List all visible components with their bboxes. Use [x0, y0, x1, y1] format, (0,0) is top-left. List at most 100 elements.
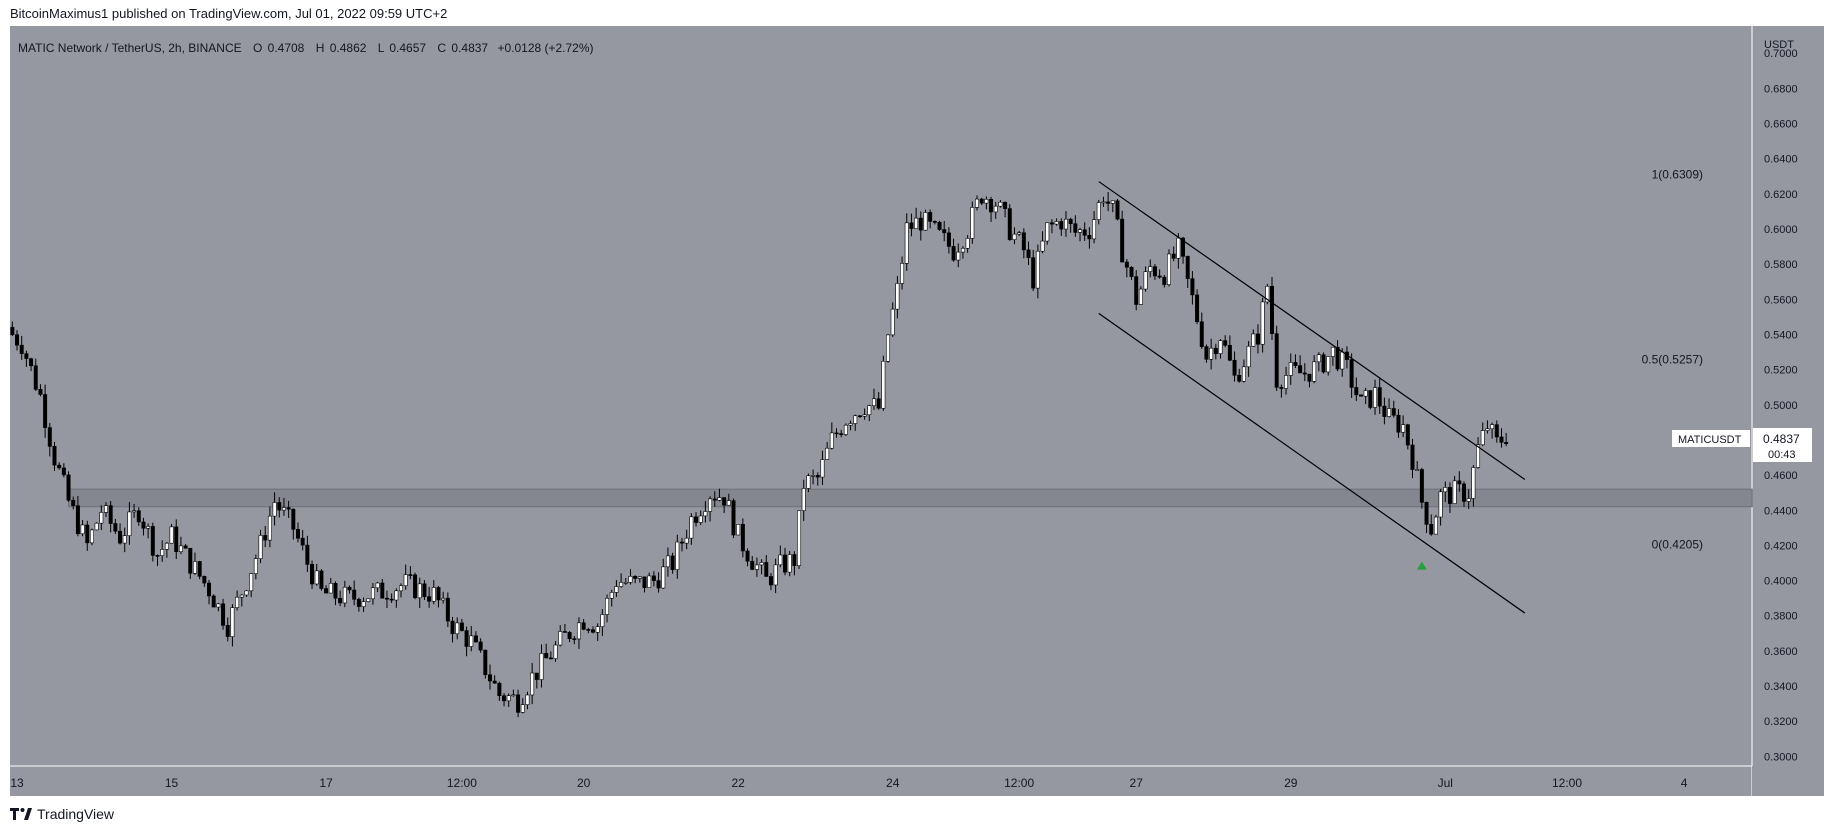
candle-body [1288, 362, 1293, 376]
candle-body [99, 512, 104, 524]
price-tick-label: 0.3600 [1764, 646, 1798, 658]
candle-body [600, 614, 605, 627]
plot-area[interactable] [10, 26, 1752, 796]
price-axis-panel[interactable] [1752, 26, 1824, 796]
candles-layer [10, 191, 1509, 718]
candle-body [1321, 354, 1326, 373]
footer-brand[interactable]: TradingView [10, 806, 114, 822]
support-zone [68, 488, 1753, 508]
candle-body [1330, 346, 1335, 357]
candle-body [66, 474, 71, 501]
candle-body [1101, 201, 1106, 204]
candle-body [33, 365, 38, 390]
candle-body [914, 217, 919, 229]
candle-body [235, 596, 240, 608]
price-badge-countdown: 00:43 [1768, 449, 1796, 461]
candle-body [1017, 232, 1022, 235]
candle-body [1073, 223, 1078, 233]
candle-body [1045, 222, 1050, 242]
candle-body [188, 547, 193, 574]
candle-body [1092, 219, 1097, 240]
price-tick-label: 0.6400 [1764, 154, 1798, 166]
candle-body [122, 535, 127, 544]
candle-body [1106, 201, 1111, 204]
candle-body [698, 515, 703, 523]
candle-body [984, 199, 989, 204]
candle-body [572, 638, 577, 640]
candle-body [623, 582, 628, 584]
candle-body [1190, 278, 1195, 296]
candle-body [1115, 200, 1120, 220]
candle-body [347, 586, 352, 591]
candle-body [544, 653, 549, 659]
candle-body [1443, 487, 1448, 493]
candle-body [1199, 321, 1204, 347]
time-tick-label: 15 [165, 776, 179, 790]
candle-body [338, 597, 343, 604]
candle-body [319, 570, 324, 589]
candle-body [506, 695, 511, 702]
candle-body [1340, 351, 1345, 370]
candle-body [1129, 266, 1134, 277]
candle-body [1003, 201, 1008, 209]
candle-body [1096, 202, 1101, 220]
candle-body [258, 535, 263, 559]
candle-body [1316, 354, 1321, 363]
candle-body [1181, 237, 1186, 257]
price-tick-label: 0.6600 [1764, 119, 1798, 131]
candle-body [389, 598, 394, 601]
candle-body [1279, 386, 1284, 389]
candle-body [740, 524, 745, 552]
price-badge[interactable]: MATICUSDT 0.4837 00:43 [1672, 428, 1812, 462]
candle-body [488, 674, 492, 682]
candle-body [970, 207, 975, 239]
candle-body [675, 541, 680, 570]
candle-body [511, 694, 516, 697]
candle-body [1452, 480, 1457, 504]
candle-body [942, 229, 947, 234]
candle-body [310, 564, 315, 585]
candle-body [473, 635, 478, 643]
publisher-line: BitcoinMaximus1 published on TradingView… [10, 6, 448, 21]
candle-body [689, 516, 694, 539]
candle-body [211, 595, 216, 608]
candle-body [75, 505, 80, 535]
candle-body [422, 583, 427, 597]
candle-body [857, 415, 862, 418]
candle-body [591, 629, 595, 633]
candle-body [1462, 483, 1466, 502]
candle-body [619, 582, 624, 587]
candle-body [202, 576, 207, 584]
candle-body [296, 528, 300, 539]
time-tick-label: 22 [731, 776, 745, 790]
candle-body [1227, 344, 1232, 361]
candle-body [497, 682, 502, 697]
candle-body [1494, 424, 1499, 438]
candle-body [356, 598, 361, 607]
candle-body [867, 405, 872, 416]
candle-body [445, 597, 450, 622]
candle-body [890, 308, 895, 336]
candle-body [647, 575, 652, 588]
candle-body [665, 555, 670, 568]
candle-body [530, 672, 535, 696]
candle-body [43, 394, 48, 428]
candle-body [1363, 390, 1368, 397]
price-axis-currency: USDT [1764, 39, 1794, 51]
candle-body [1120, 218, 1125, 263]
candle-body [132, 510, 137, 513]
candle-body [937, 221, 942, 230]
candle-body [909, 222, 914, 229]
symbol-legend[interactable]: MATIC Network / TetherUS, 2h, BINANCE O … [18, 41, 594, 55]
candle-body [768, 576, 773, 586]
channel-lower-line[interactable] [1098, 312, 1526, 614]
candle-body [492, 680, 497, 684]
candle-body [1031, 257, 1036, 289]
channel-upper-line[interactable] [1098, 181, 1526, 480]
candle-body [558, 631, 563, 646]
price-badge-ticker-box [1672, 430, 1750, 447]
candle-body [904, 222, 909, 264]
candle-body [1490, 424, 1495, 430]
candle-body [169, 526, 174, 544]
candle-body [614, 586, 619, 593]
